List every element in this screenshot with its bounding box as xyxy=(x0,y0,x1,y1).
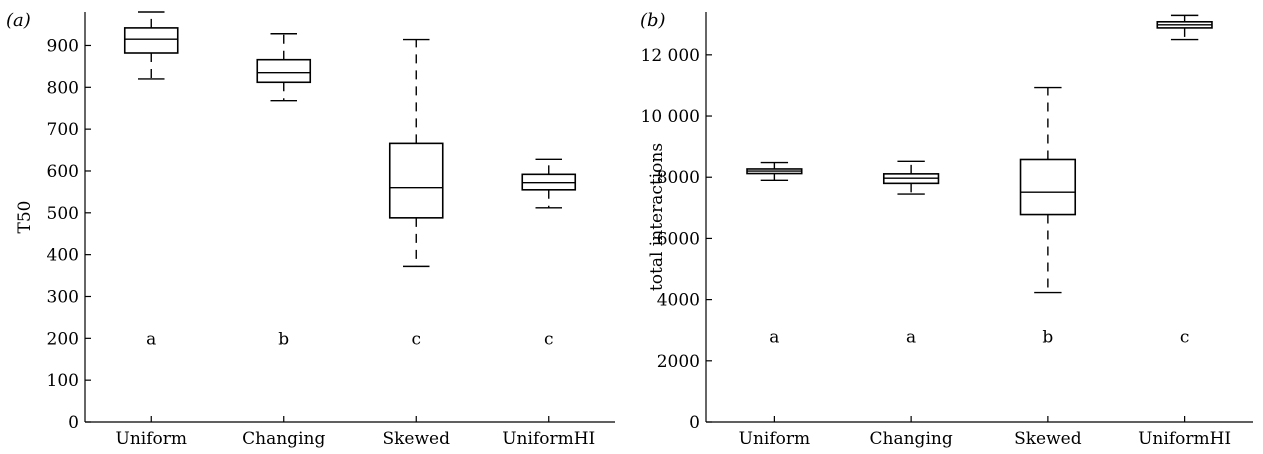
y-tick-label: 300 xyxy=(47,287,79,307)
y-tick-label: 0 xyxy=(68,413,79,433)
x-tick-label: Skewed xyxy=(382,429,450,449)
x-tick-label: UniformHI xyxy=(502,429,595,449)
significance-letter: c xyxy=(411,329,421,349)
y-tick-label: 700 xyxy=(47,120,79,140)
y-tick-label: 200 xyxy=(47,329,79,349)
y-tick-label: 4000 xyxy=(657,291,700,311)
y-tick-label: 0 xyxy=(689,413,700,433)
y-tick-label: 400 xyxy=(47,246,79,266)
box-iqr xyxy=(123,27,179,54)
significance-letter: a xyxy=(146,329,156,349)
box-iqr xyxy=(256,58,312,84)
y-tick-label: 12 000 xyxy=(641,46,700,66)
significance-letter: c xyxy=(1180,327,1190,347)
x-tick-label: Uniform xyxy=(116,429,188,449)
box-iqr xyxy=(1019,158,1077,216)
significance-letter: b xyxy=(278,329,289,349)
y-axis-title: T50 xyxy=(15,201,35,234)
panel-a: (a) 0 100 200 300 400 500 600 700 800 900 T50 Unifor… xyxy=(6,10,615,449)
y-tick-label: 10 000 xyxy=(641,107,700,127)
panel-label: (a) xyxy=(6,10,31,31)
box-iqr xyxy=(388,142,444,219)
x-tick-label: Skewed xyxy=(1014,429,1082,449)
y-tick-label: 500 xyxy=(47,204,79,224)
y-axis-title: total interactions xyxy=(647,143,667,291)
significance-letter: b xyxy=(1042,327,1053,347)
y-tick-label: 800 xyxy=(47,78,79,98)
x-tick-label: Changing xyxy=(870,429,953,449)
x-tick-label: Uniform xyxy=(739,429,811,449)
panel-label: (b) xyxy=(640,10,666,31)
x-tick-label: Changing xyxy=(242,429,325,449)
y-tick-label: 600 xyxy=(47,162,79,182)
panel-b: (b) 0 2000 4000 6000 8000 10 000 12 000 total in… xyxy=(640,10,1253,449)
y-tick-label: 6000 xyxy=(657,229,700,249)
y-tick-label: 8000 xyxy=(657,168,700,188)
y-tick-label: 100 xyxy=(47,371,79,391)
significance-letter: a xyxy=(906,327,916,347)
y-tick-label: 900 xyxy=(47,36,79,56)
y-tick-label: 2000 xyxy=(657,352,700,372)
x-tick-label: UniformHI xyxy=(1138,429,1231,449)
significance-letter: a xyxy=(769,327,779,347)
significance-letter: c xyxy=(544,329,554,349)
